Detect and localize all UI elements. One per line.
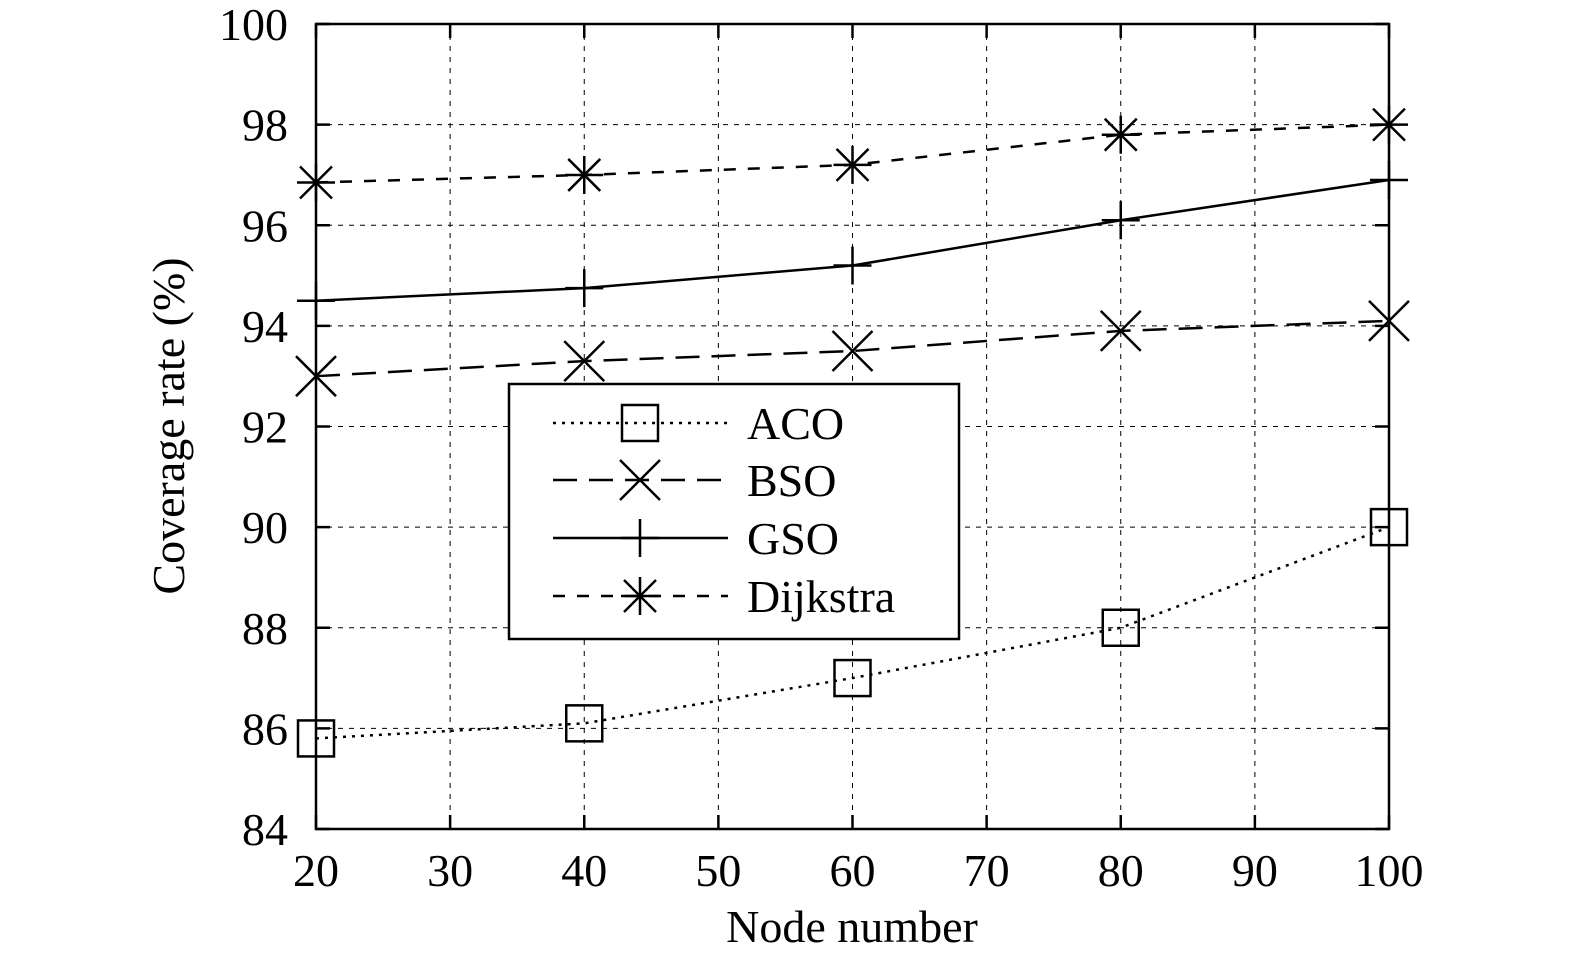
y-tick-label: 96 [242,200,288,251]
series-gso [297,160,1408,320]
marker-x-stroke [619,459,661,501]
marker-x-stroke [831,330,874,372]
x-tick-label: 80 [1098,845,1144,896]
y-tick-label: 94 [242,301,288,352]
x-tick-label: 60 [830,845,876,896]
tick-labels: 20 30 40 50 60 70 80 90 100 84 86 88 90 92 94 96 98 100 [219,0,1424,896]
data-point-bso [831,330,874,372]
data-point-aco [833,658,872,698]
marker-square-shape [620,403,660,443]
legend-label-gso: GSO [747,513,839,564]
legend-label-aco: ACO [747,398,844,449]
marker-star-stroke [623,579,657,613]
y-tick-label: 84 [242,804,288,855]
legend-entries: ACO BSO GSO Dijkstra [553,398,895,622]
legend-entry-bso: BSO [553,455,836,506]
data-point-dijkstra [1101,115,1140,154]
data-point-dijkstra [833,145,872,184]
data-point-aco [1101,608,1140,647]
x-axis-label: Node number [726,901,978,952]
y-tick-label: 98 [242,100,288,151]
marker-x-stroke [563,340,606,382]
x-tick-label: 40 [561,845,607,896]
legend-entry-dijkstra: Dijkstra [553,571,895,622]
data-point-gso [565,269,604,308]
legend-marker-bso [619,459,661,501]
legend-label-dijkstra: Dijkstra [747,571,895,622]
y-tick-label: 92 [242,402,288,453]
x-tick-label: 90 [1232,845,1278,896]
data-point-gso [1101,201,1140,240]
y-axis-label: Coverage rate (%) [143,257,194,594]
y-tick-label: 90 [242,502,288,553]
y-tick-label: 100 [219,0,288,50]
marker-star-stroke [1103,117,1138,152]
marker-star-stroke [567,158,602,192]
x-tick-label: 50 [695,845,741,896]
marker-square-shape [565,704,604,743]
marker-square-shape [833,658,872,698]
legend: ACO BSO GSO Dijkstra [507,382,961,641]
series-dijkstra [297,105,1408,202]
legend-entry-gso: GSO [553,513,839,564]
legend-label-bso: BSO [747,455,836,506]
x-tick-label: 70 [964,845,1010,896]
legend-marker-dijkstra [621,577,659,615]
data-point-dijkstra [565,155,604,194]
marker-square-shape [1101,608,1140,647]
x-tick-label: 30 [427,845,473,896]
marker-star-stroke [835,147,870,182]
data-point-bso [563,340,606,382]
series-bso [295,299,1410,398]
x-tick-label: 100 [1355,845,1424,896]
data-point-bso [1099,310,1142,352]
data-point-aco [565,704,604,743]
series-line-aco [315,525,1390,740]
data-point-gso [833,246,872,285]
marker-x-stroke [1099,310,1142,352]
legend-marker-gso [621,519,659,557]
x-tick-label: 20 [293,845,339,896]
legend-marker-aco [620,403,660,443]
y-tick-label: 86 [242,703,288,754]
y-tick-label: 88 [242,603,288,654]
legend-entry-aco: ACO [553,398,844,449]
axis-ticks [314,22,1391,831]
